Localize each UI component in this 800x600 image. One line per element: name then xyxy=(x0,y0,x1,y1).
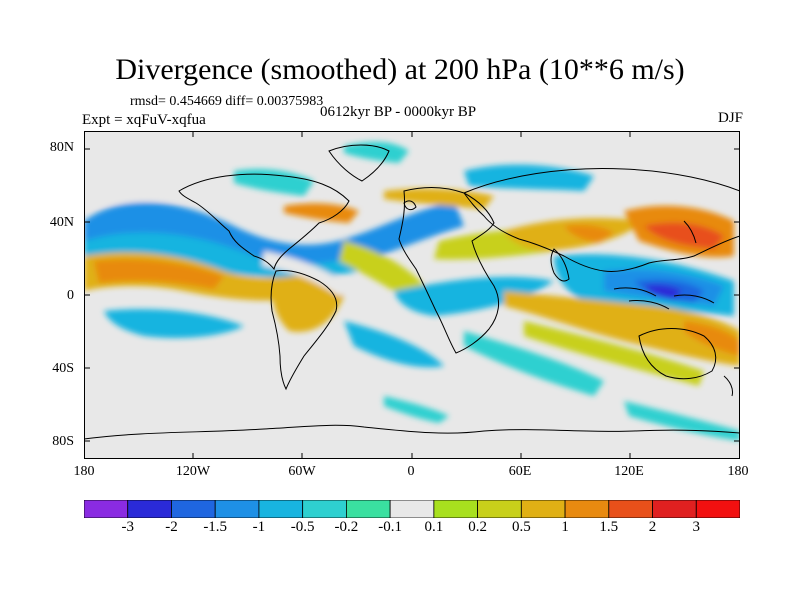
colorbar-swatch xyxy=(433,500,478,518)
colorbar-swatch xyxy=(302,500,347,518)
colorbar-label: 0.2 xyxy=(468,519,487,535)
colorbar-swatch xyxy=(171,500,216,518)
colorbar-swatch xyxy=(214,500,260,518)
colorbar-label: -0.2 xyxy=(334,519,359,535)
lat-label-40s: 40S xyxy=(52,361,74,376)
colorbar-label: -3 xyxy=(121,519,134,535)
lon-label-0: 0 xyxy=(407,464,415,479)
lat-label-80s: 80S xyxy=(52,434,74,449)
colorbar-label: -1 xyxy=(252,519,266,535)
map-title: Divergence (smoothed) at 200 hPa (10**6 … xyxy=(115,53,685,86)
coastline-asia xyxy=(463,168,740,272)
coastline-australia xyxy=(638,328,717,380)
divergence-field xyxy=(84,141,740,441)
colorbar-label: 2 xyxy=(648,519,657,535)
coastline-greenland xyxy=(328,144,390,182)
colorbar xyxy=(84,500,740,518)
colorbar-swatch xyxy=(564,500,610,518)
coastline-uk xyxy=(403,200,417,211)
experiment-label: Expt = xqFuV-xqfua xyxy=(82,112,206,128)
colorbar-swatch xyxy=(520,500,566,518)
colorbar-swatch xyxy=(389,500,435,518)
lat-label-40n: 40N xyxy=(49,215,74,230)
lon-label-120w: 120W xyxy=(175,464,211,479)
coastline-new-zealand xyxy=(723,375,733,397)
colorbar-label: -2 xyxy=(165,519,178,535)
colorbar-swatch xyxy=(477,500,522,518)
colorbar-swatch xyxy=(127,500,172,518)
colorbar-label: 1.5 xyxy=(599,519,619,535)
colorbar-swatch xyxy=(608,500,653,518)
coastline-india xyxy=(550,248,570,282)
colorbar-swatch xyxy=(84,500,129,518)
divergence-map xyxy=(84,131,740,459)
colorbar-label: 3 xyxy=(692,519,701,535)
coastline-north-america xyxy=(178,173,350,271)
colorbar-label: 0.1 xyxy=(424,519,444,535)
coastline-europe-africa xyxy=(398,187,500,354)
coastlines xyxy=(84,144,740,440)
stats-text: rmsd= 0.454669 diff= 0.00375983 xyxy=(130,94,324,109)
lon-label-120e: 120E xyxy=(614,464,644,479)
lon-label-60w: 60W xyxy=(288,464,316,479)
colorbar-swatch xyxy=(652,500,697,518)
coastline-antarctica xyxy=(84,424,740,440)
lon-label-180e: 180 xyxy=(727,464,749,479)
period-label: 0612kyr BP - 0000kyr BP xyxy=(320,104,477,120)
colorbar-swatch xyxy=(695,500,740,518)
lat-label-80n: 80N xyxy=(49,140,74,155)
colorbar-swatch xyxy=(345,500,391,518)
coastline-maritime xyxy=(613,287,715,310)
lat-label-0: 0 xyxy=(67,288,74,303)
coastline-south-america xyxy=(270,270,338,391)
lon-label-180w: 180 xyxy=(73,464,95,479)
colorbar-label: -0.5 xyxy=(290,519,315,535)
colorbar-label: 1 xyxy=(561,519,569,535)
colorbar-label: 0.5 xyxy=(511,519,531,535)
coastline-japan xyxy=(683,220,697,244)
map-frame xyxy=(84,131,740,459)
lon-label-60e: 60E xyxy=(508,464,532,479)
colorbar-label: -0.1 xyxy=(378,519,402,535)
colorbar-label: -1.5 xyxy=(203,519,228,535)
colorbar-swatch xyxy=(258,500,304,518)
season-label: DJF xyxy=(717,110,743,126)
